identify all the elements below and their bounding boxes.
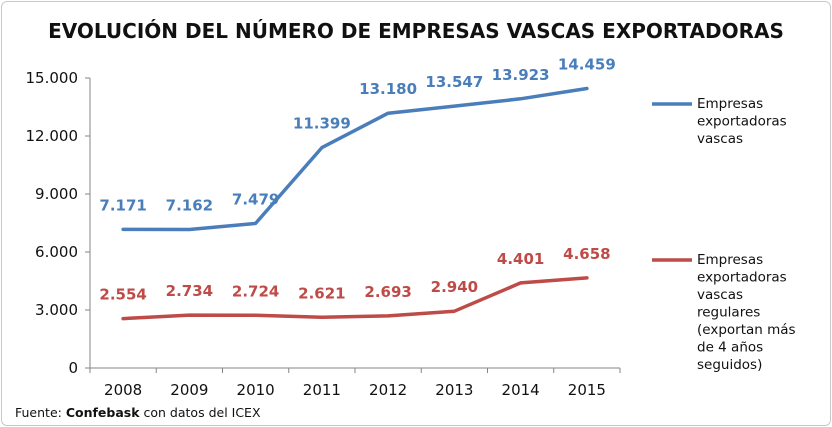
axes: 0 3.000 6.000 9.000 12.000 15.000 2008 2009 2010… bbox=[26, 69, 621, 399]
data-label: 7.479 bbox=[232, 190, 279, 208]
series-line-2 bbox=[121, 276, 589, 321]
x-tick-label: 2012 bbox=[369, 381, 407, 399]
data-label: 2.554 bbox=[99, 286, 146, 304]
data-labels: 7.171 7.162 7.479 11.399 13.180 13.547 13.923 1… bbox=[99, 55, 615, 303]
legend: Empresas exportadoras vascas Empresas export… bbox=[652, 96, 796, 373]
data-label: 13.180 bbox=[359, 80, 417, 98]
chart-title: EVOLUCIÓN DEL NÚMERO DE EMPRESAS VASCAS … bbox=[48, 19, 784, 43]
source-note: Fuente: Confebask con datos del ICEX bbox=[15, 405, 261, 420]
series-layer bbox=[121, 86, 589, 321]
data-label: 13.923 bbox=[492, 66, 550, 84]
data-label: 11.399 bbox=[293, 115, 351, 133]
x-tick-label: 2008 bbox=[104, 381, 142, 399]
source-suffix: con datos del ICEX bbox=[140, 405, 261, 420]
data-label: 14.459 bbox=[558, 55, 616, 73]
y-tick-label: 3.000 bbox=[35, 301, 78, 319]
x-tick-label: 2015 bbox=[568, 381, 606, 399]
y-tick-label: 9.000 bbox=[35, 185, 78, 203]
data-label: 2.940 bbox=[431, 278, 478, 296]
x-tick-label: 2009 bbox=[170, 381, 208, 399]
legend-label-1: Empresas exportadoras vascas bbox=[697, 96, 787, 147]
source-organization: Confebask bbox=[66, 405, 140, 420]
data-label: 2.621 bbox=[298, 284, 345, 302]
x-tick-label: 2011 bbox=[303, 381, 341, 399]
data-label: 4.658 bbox=[563, 245, 610, 263]
source-prefix: Fuente: bbox=[15, 405, 66, 420]
data-label: 2.724 bbox=[232, 282, 279, 300]
x-tick-label: 2014 bbox=[502, 381, 540, 399]
x-tick-label: 2013 bbox=[435, 381, 473, 399]
data-label: 7.162 bbox=[166, 197, 213, 215]
legend-label-2: Empresas exportadoras vascas regulares (expo… bbox=[697, 252, 796, 373]
x-tick-label: 2010 bbox=[237, 381, 275, 399]
y-tick-label: 12.000 bbox=[26, 127, 79, 145]
data-label: 7.171 bbox=[99, 196, 146, 214]
y-tick-label: 15.000 bbox=[26, 69, 79, 87]
y-tick-label: 0 bbox=[68, 359, 78, 377]
data-label: 13.547 bbox=[425, 73, 483, 91]
data-label: 2.693 bbox=[364, 283, 411, 301]
series-line-1 bbox=[121, 86, 589, 232]
data-label: 2.734 bbox=[166, 282, 213, 300]
data-label: 4.401 bbox=[497, 250, 544, 268]
y-tick-label: 6.000 bbox=[35, 243, 78, 261]
